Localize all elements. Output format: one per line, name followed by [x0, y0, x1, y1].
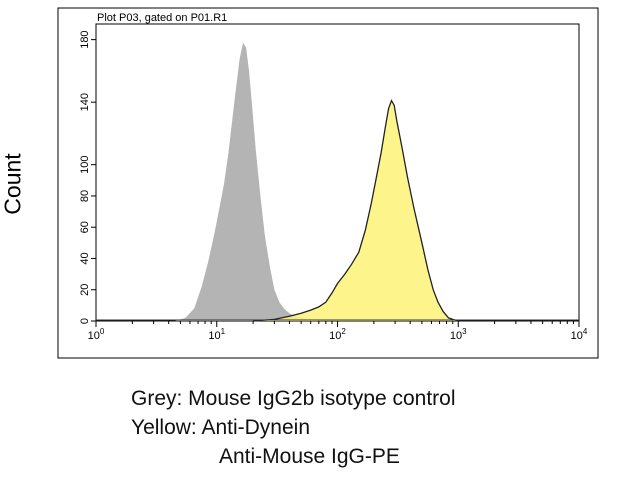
series-outline-1: [253, 99, 459, 322]
x-tick-label: 101: [208, 327, 225, 342]
y-tick-label: 0: [79, 318, 91, 324]
series-fill-0: [174, 42, 319, 322]
y-tick-label: 180: [79, 30, 91, 48]
x-tick-label: 100: [88, 327, 105, 342]
y-tick-label: 40: [79, 252, 91, 264]
legend-secondary: Anti-Mouse IgG-PE: [219, 445, 400, 468]
legend-caption: Grey: Mouse IgG2b isotype control Yellow…: [131, 384, 456, 471]
series-layer: [96, 42, 579, 322]
y-tick-label: 80: [79, 190, 91, 202]
x-tick-label: 104: [571, 327, 588, 342]
plot-area: [95, 23, 580, 322]
y-tick-label: 100: [79, 156, 91, 174]
y-tick-label: 140: [79, 93, 91, 111]
x-tick-label: 102: [329, 327, 346, 342]
legend-yellow: Yellow: Anti-Dynein: [131, 416, 310, 439]
axis-layer: 100 101 102 103 104 0 20 40 60 80 100 140 180: [79, 30, 588, 342]
y-axis-label-text: Count: [0, 153, 26, 215]
y-tick-label: 20: [79, 284, 91, 296]
x-tick-label: 103: [450, 327, 467, 342]
plot-title: Plot P03, gated on P01.R1: [97, 12, 227, 24]
y-tick-label: 60: [79, 221, 91, 233]
histogram-chart: Plot P03, gated on P01.R1 100 101 102 103 10…: [57, 7, 599, 359]
series-fill-1: [253, 100, 459, 321]
legend-grey: Grey: Mouse IgG2b isotype control: [131, 387, 456, 410]
